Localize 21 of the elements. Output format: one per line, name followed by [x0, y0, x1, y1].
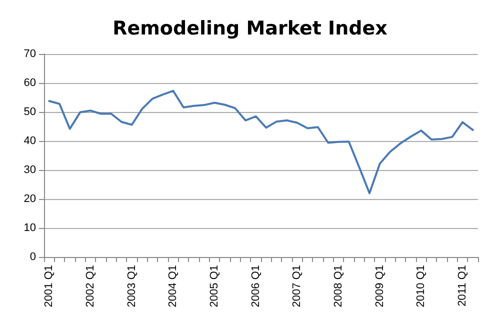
- y-tick-label: 10: [24, 222, 36, 234]
- x-tick-label: 2002 Q1: [84, 265, 96, 308]
- y-tick-label: 20: [24, 193, 36, 205]
- line-series: [48, 90, 474, 194]
- x-tick-label: 2006 Q1: [250, 265, 262, 308]
- y-tick-label: 50: [24, 106, 36, 118]
- x-tick-label: 2005 Q1: [208, 265, 220, 308]
- x-tick-label: 2011 Q1: [456, 265, 468, 306]
- chart-title: Remodeling Market Index: [112, 18, 388, 40]
- y-tick-label: 30: [24, 164, 36, 176]
- y-tick-label: 40: [24, 135, 36, 147]
- x-tick-label: 2004 Q1: [167, 265, 180, 308]
- y-tick-label: 60: [24, 77, 36, 89]
- x-tick-label: 2008 Q1: [332, 265, 344, 308]
- x-tick-label: 2001 Q1: [43, 265, 56, 308]
- x-tick-label: 2010 Q1: [415, 265, 428, 308]
- y-tick-label: 0: [30, 251, 36, 263]
- x-tick-label: 2009 Q1: [374, 265, 386, 308]
- y-tick-label: 70: [24, 48, 36, 60]
- x-tick-label: 2003 Q1: [126, 265, 138, 308]
- x-tick-label: 2007 Q1: [291, 265, 304, 308]
